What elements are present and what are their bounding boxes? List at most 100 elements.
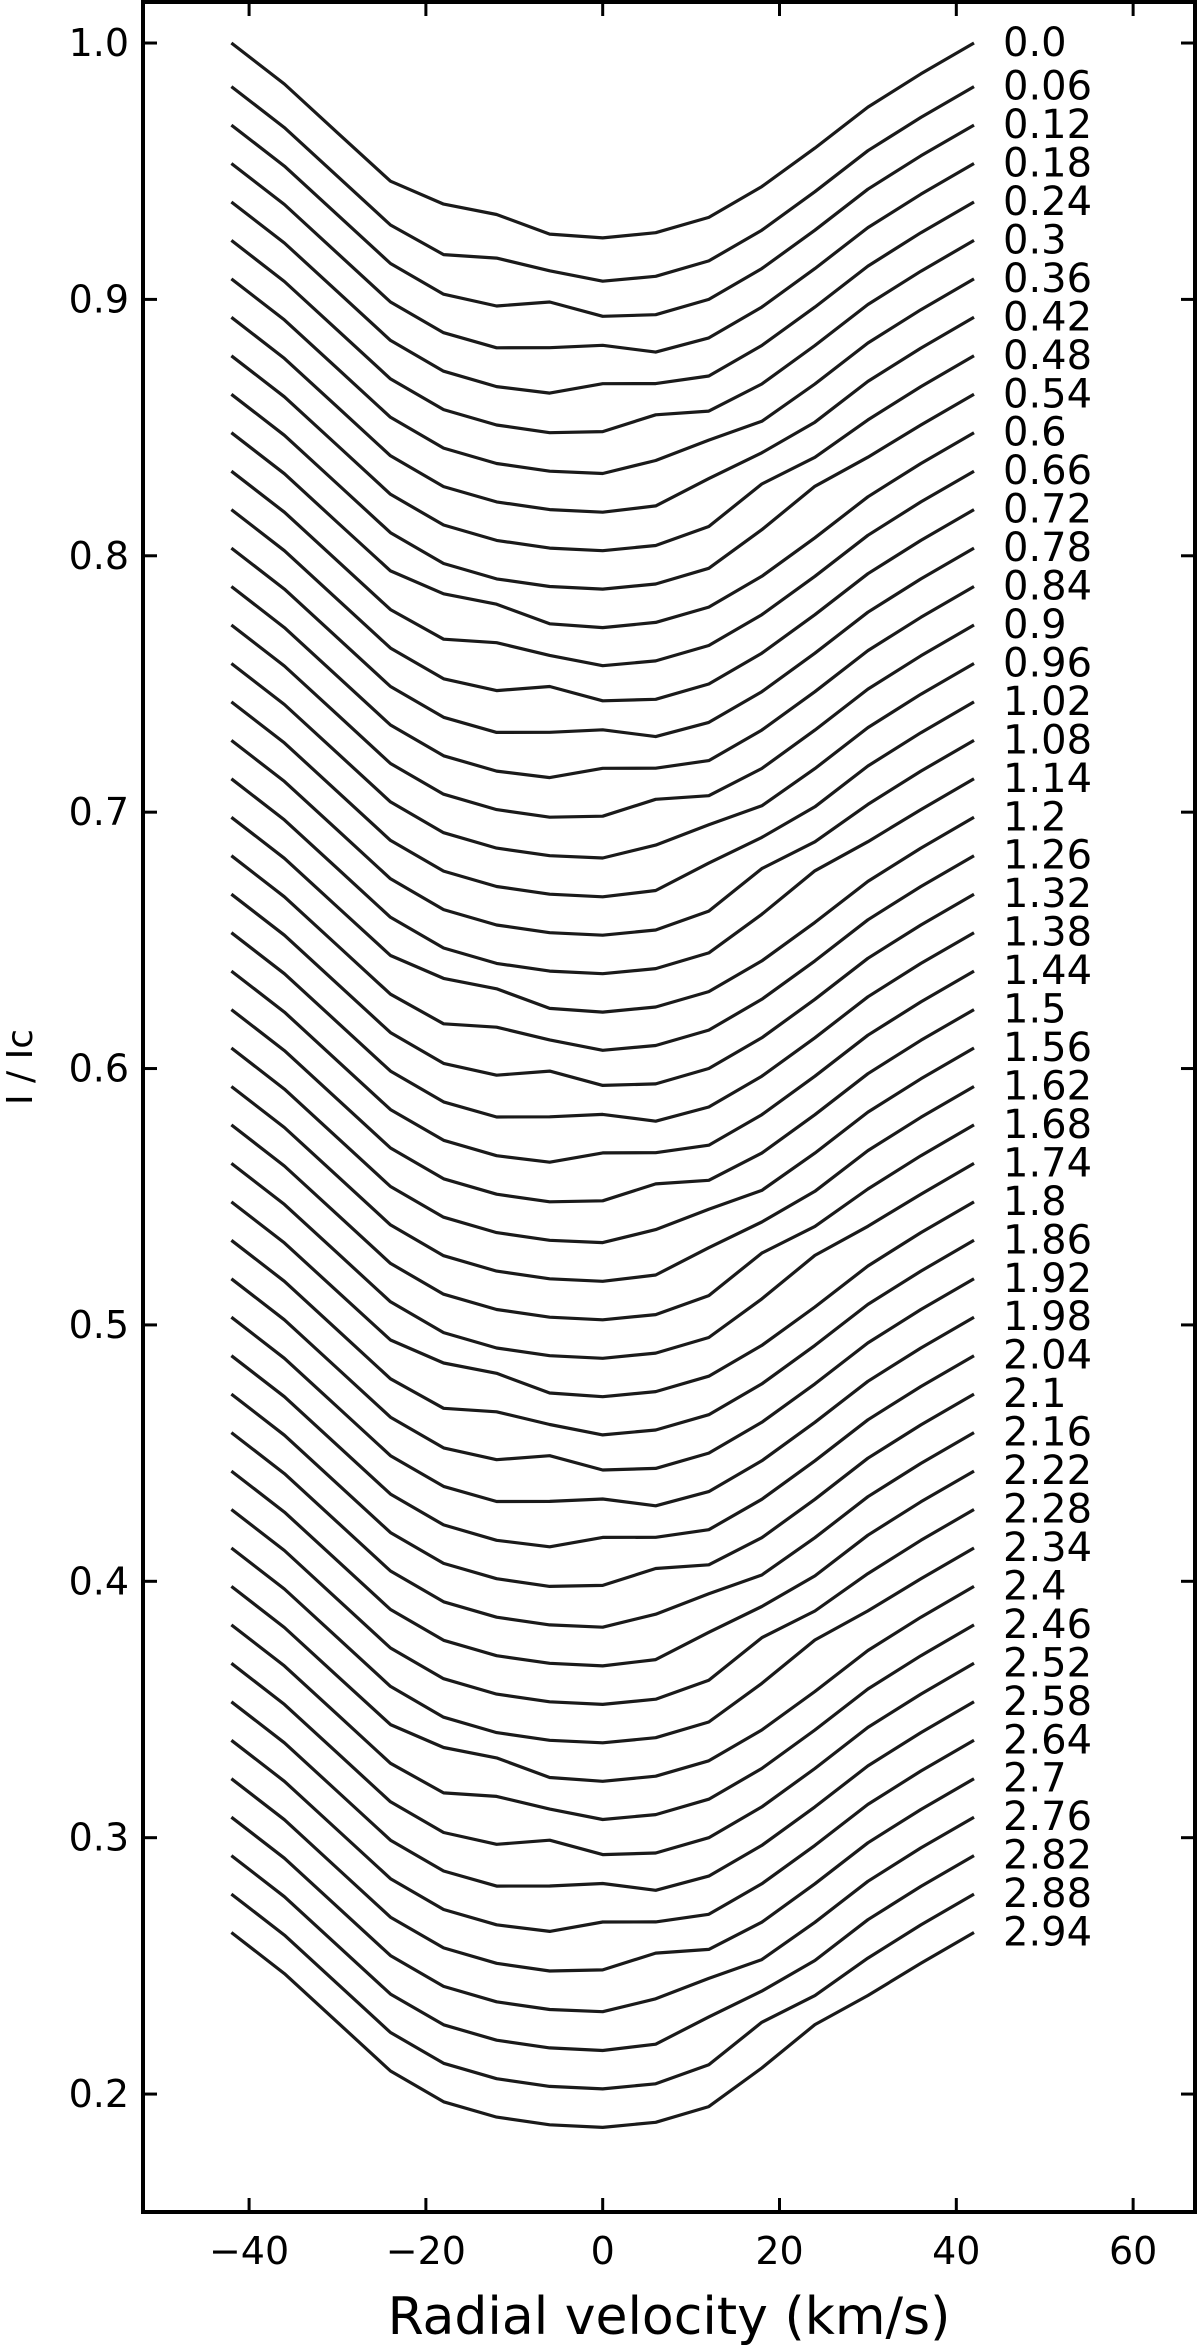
y-tick-label: 0.6 bbox=[69, 1047, 129, 1091]
x-tick-label: 40 bbox=[932, 2229, 980, 2273]
phase-label: 1.92 bbox=[1003, 1256, 1092, 1302]
phase-label: 0.9 bbox=[1003, 602, 1067, 648]
profile-line-0.6 bbox=[230, 431, 975, 630]
profile-line-0.0 bbox=[230, 41, 975, 240]
phase-labels: 0.00.060.120.180.240.30.360.420.480.540.… bbox=[1003, 20, 1092, 1956]
x-tick-label: 0 bbox=[591, 2229, 615, 2273]
y-tick-label: 0.7 bbox=[69, 790, 129, 834]
x-axis-ticks: −40 −20 0 20 40 60 bbox=[209, 2, 1157, 2273]
phase-label: 2.34 bbox=[1003, 1525, 1092, 1571]
phase-label: 0.66 bbox=[1003, 448, 1092, 494]
phase-label: 0.6 bbox=[1003, 410, 1067, 456]
y-tick-label: 0.3 bbox=[69, 1816, 129, 1860]
phase-label: 2.16 bbox=[1003, 1410, 1092, 1456]
phase-label: 1.62 bbox=[1003, 1064, 1092, 1110]
phase-label: 0.54 bbox=[1003, 371, 1092, 417]
phase-label: 1.56 bbox=[1003, 1025, 1092, 1071]
phase-label: 1.26 bbox=[1003, 833, 1092, 879]
x-tick-label: 20 bbox=[755, 2229, 803, 2273]
phase-label: 0.18 bbox=[1003, 141, 1092, 187]
phase-label: 0.3 bbox=[1003, 217, 1067, 263]
x-tick-label: −40 bbox=[209, 2229, 289, 2273]
line-profiles bbox=[230, 41, 975, 2129]
profile-line-0.12 bbox=[230, 123, 975, 318]
phase-label: 1.68 bbox=[1003, 1102, 1092, 1148]
phase-label: 1.2 bbox=[1003, 794, 1067, 840]
phase-label: 2.04 bbox=[1003, 1333, 1092, 1379]
profile-line-1.32 bbox=[230, 892, 975, 1088]
profile-line-1.38 bbox=[230, 931, 975, 1123]
phase-label: 2.58 bbox=[1003, 1679, 1092, 1725]
x-tick-label: −20 bbox=[386, 2229, 466, 2273]
profile-line-2.34 bbox=[230, 1546, 975, 1745]
y-tick-label: 1.0 bbox=[69, 21, 129, 65]
y-tick-label: 0.8 bbox=[69, 534, 129, 578]
profile-line-2.4 bbox=[230, 1585, 975, 1783]
profile-line-0.18 bbox=[230, 162, 975, 354]
profile-line-1.56 bbox=[230, 1046, 975, 1245]
y-tick-label: 0.4 bbox=[69, 1559, 129, 1603]
phase-label: 0.06 bbox=[1003, 64, 1092, 110]
phase-label: 2.28 bbox=[1003, 1487, 1092, 1533]
phase-label: 2.82 bbox=[1003, 1833, 1092, 1879]
profile-line-0.54 bbox=[230, 392, 975, 591]
profile-line-1.08 bbox=[230, 739, 975, 937]
phase-label: 1.86 bbox=[1003, 1217, 1092, 1263]
profile-line-2.76 bbox=[230, 1815, 975, 2014]
phase-label: 1.98 bbox=[1003, 1294, 1092, 1340]
profile-line-2.64 bbox=[230, 1738, 975, 1934]
profile-line-1.86 bbox=[230, 1238, 975, 1437]
phase-label: 2.76 bbox=[1003, 1794, 1092, 1840]
plot-frame bbox=[141, 0, 1197, 2214]
profile-line-0.42 bbox=[230, 315, 975, 514]
phase-label: 2.52 bbox=[1003, 1640, 1092, 1686]
phase-label: 0.36 bbox=[1003, 256, 1092, 302]
phase-label: 0.72 bbox=[1003, 487, 1092, 533]
profile-line-2.58 bbox=[230, 1700, 975, 1892]
phase-label: 2.94 bbox=[1003, 1910, 1092, 1956]
phase-label: 1.44 bbox=[1003, 948, 1092, 994]
profile-line-2.16 bbox=[230, 1431, 975, 1629]
profile-line-2.1 bbox=[230, 1392, 975, 1589]
phase-label: 1.02 bbox=[1003, 679, 1092, 725]
profile-line-0.48 bbox=[230, 354, 975, 553]
phase-label: 0.96 bbox=[1003, 641, 1092, 687]
phase-label: 2.88 bbox=[1003, 1871, 1092, 1917]
profile-line-0.66 bbox=[230, 469, 975, 668]
profile-line-1.2 bbox=[230, 815, 975, 1014]
profile-line-2.52 bbox=[230, 1661, 975, 1857]
x-tick-label: 60 bbox=[1109, 2229, 1157, 2273]
phase-label: 0.24 bbox=[1003, 179, 1092, 225]
phase-label: 1.38 bbox=[1003, 910, 1092, 956]
profile-line-0.72 bbox=[230, 508, 975, 703]
y-axis-label: I / Ic bbox=[0, 1029, 41, 1105]
profile-line-1.98 bbox=[230, 1315, 975, 1508]
profile-line-2.46 bbox=[230, 1623, 975, 1822]
profile-line-0.96 bbox=[230, 662, 975, 860]
y-tick-label: 0.5 bbox=[69, 1303, 129, 1347]
profile-line-2.04 bbox=[230, 1354, 975, 1549]
phase-label: 0.42 bbox=[1003, 294, 1092, 340]
profile-line-0.36 bbox=[230, 277, 975, 476]
profile-line-1.26 bbox=[230, 854, 975, 1052]
phase-label: 0.84 bbox=[1003, 564, 1092, 610]
profile-line-1.8 bbox=[230, 1200, 975, 1399]
profile-line-2.94 bbox=[230, 1931, 975, 2129]
profile-line-1.44 bbox=[230, 969, 975, 1164]
profile-line-0.06 bbox=[230, 85, 975, 283]
phase-label: 0.12 bbox=[1003, 102, 1092, 148]
phase-label: 2.7 bbox=[1003, 1756, 1067, 1802]
phase-label: 1.08 bbox=[1003, 717, 1092, 763]
profile-line-1.68 bbox=[230, 1123, 975, 1322]
phase-label: 2.46 bbox=[1003, 1602, 1092, 1648]
y-tick-label: 0.9 bbox=[69, 277, 129, 321]
profile-line-2.88 bbox=[230, 1892, 975, 2091]
profile-line-2.82 bbox=[230, 1854, 975, 2053]
phase-label: 2.1 bbox=[1003, 1371, 1067, 1417]
profile-line-1.74 bbox=[230, 1162, 975, 1360]
phase-label: 1.32 bbox=[1003, 871, 1092, 917]
phase-label: 1.74 bbox=[1003, 1140, 1092, 1186]
profile-line-0.84 bbox=[230, 585, 975, 780]
phase-label: 2.64 bbox=[1003, 1717, 1092, 1763]
phase-label: 1.14 bbox=[1003, 756, 1092, 802]
